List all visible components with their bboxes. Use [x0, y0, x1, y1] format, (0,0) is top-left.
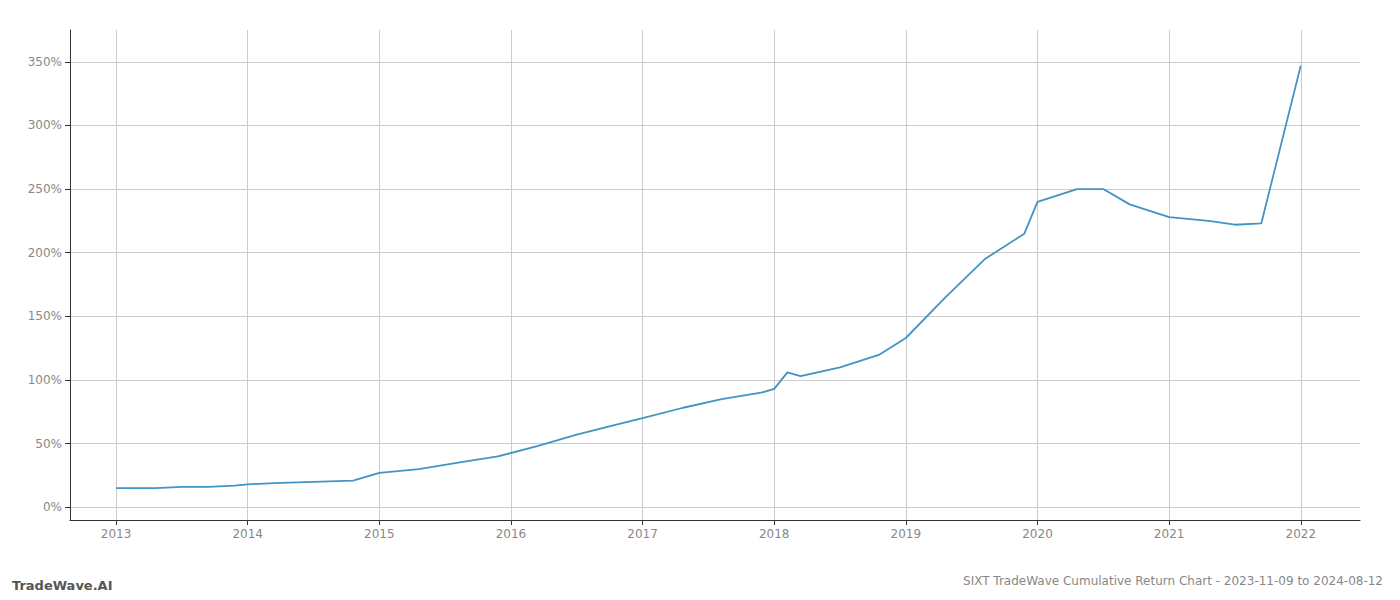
svg-text:2016: 2016 [496, 527, 527, 541]
svg-text:2014: 2014 [232, 527, 263, 541]
svg-text:100%: 100% [28, 373, 62, 387]
svg-text:0%: 0% [43, 500, 62, 514]
svg-text:TradeWave.AI: TradeWave.AI [12, 578, 113, 593]
svg-text:250%: 250% [28, 182, 62, 196]
svg-text:2020: 2020 [1022, 527, 1053, 541]
svg-text:300%: 300% [28, 118, 62, 132]
svg-text:2021: 2021 [1154, 527, 1185, 541]
svg-text:50%: 50% [35, 437, 62, 451]
svg-text:2018: 2018 [759, 527, 790, 541]
svg-text:2019: 2019 [891, 527, 922, 541]
svg-text:2017: 2017 [627, 527, 658, 541]
svg-text:350%: 350% [28, 55, 62, 69]
svg-text:2013: 2013 [101, 527, 132, 541]
svg-text:SIXT TradeWave Cumulative Retu: SIXT TradeWave Cumulative Return Chart -… [963, 574, 1383, 588]
svg-text:150%: 150% [28, 309, 62, 323]
svg-text:2015: 2015 [364, 527, 395, 541]
svg-text:200%: 200% [28, 246, 62, 260]
svg-text:2022: 2022 [1285, 527, 1316, 541]
